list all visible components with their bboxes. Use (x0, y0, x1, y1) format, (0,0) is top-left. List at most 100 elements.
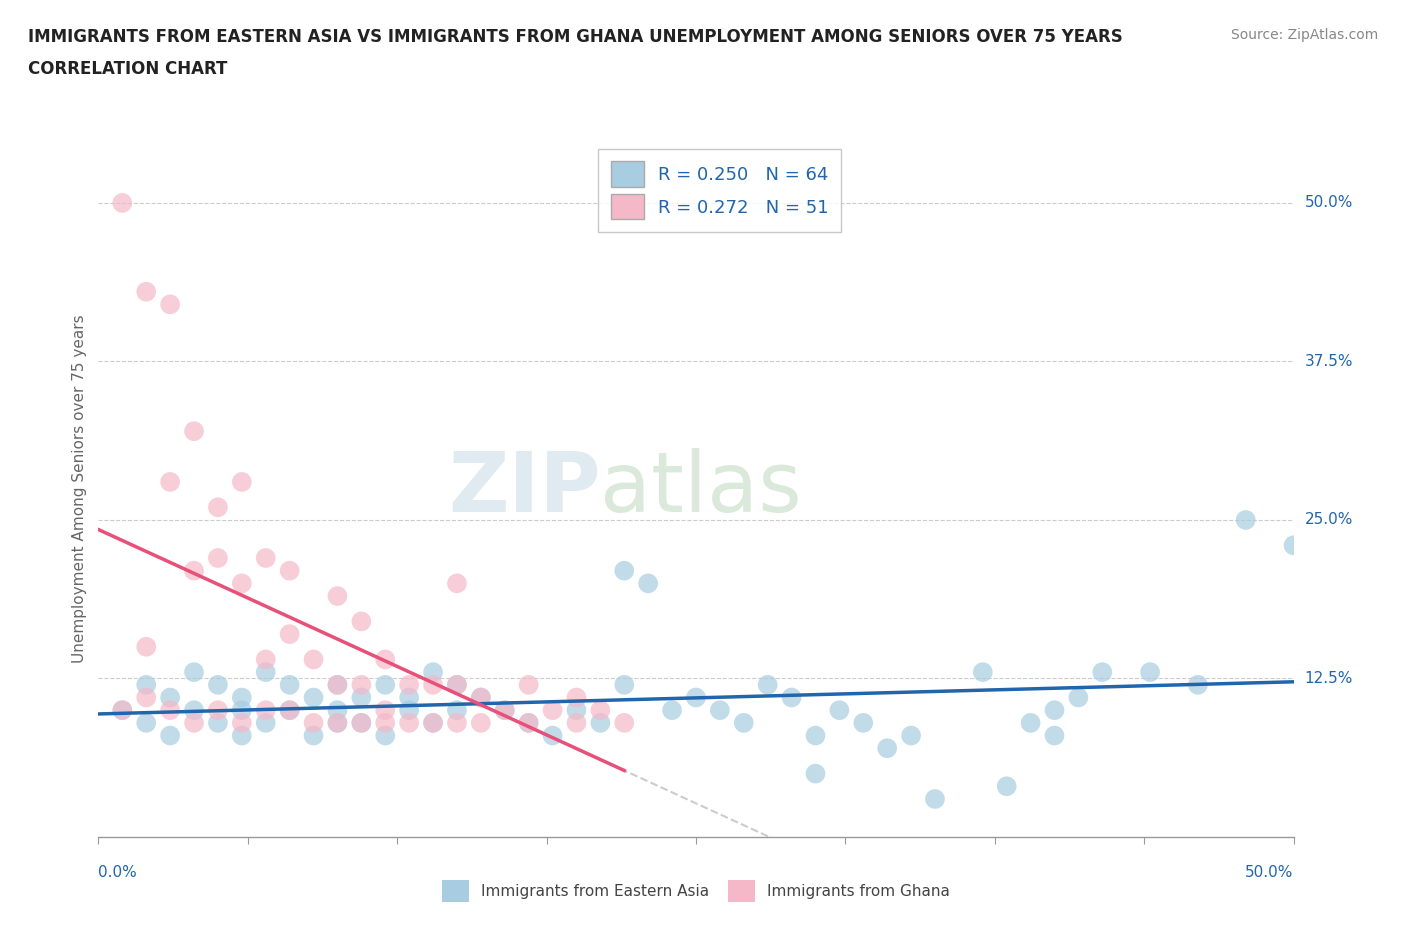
Point (135, 677, 157, 692)
Point (302, 652, 325, 667)
Point (350, 715, 373, 730)
Point (254, 715, 277, 730)
Point (326, 677, 349, 692)
Point (1139, 665, 1161, 680)
Point (446, 576, 468, 591)
Text: Source: ZipAtlas.com: Source: ZipAtlas.com (1230, 28, 1378, 42)
Point (422, 665, 444, 680)
Point (254, 703, 277, 718)
Point (278, 564, 301, 578)
Point (470, 690, 492, 705)
Point (398, 715, 420, 730)
Point (326, 715, 349, 730)
Point (924, 791, 946, 806)
Point (254, 652, 277, 667)
Point (1282, 538, 1305, 552)
Point (254, 665, 277, 680)
Point (422, 677, 444, 692)
Point (207, 715, 229, 730)
Point (374, 652, 396, 667)
Text: 12.5%: 12.5% (1305, 671, 1353, 686)
Point (326, 677, 349, 692)
Point (374, 677, 396, 692)
Point (135, 639, 157, 654)
Point (159, 297, 181, 312)
Point (972, 665, 994, 680)
Point (183, 665, 205, 680)
Point (685, 690, 707, 705)
Point (446, 677, 468, 692)
Point (541, 728, 564, 743)
Point (398, 690, 420, 705)
Point (302, 728, 325, 743)
Point (231, 703, 253, 718)
Point (422, 715, 444, 730)
Point (804, 766, 827, 781)
Point (613, 564, 636, 578)
Point (637, 576, 659, 591)
Point (254, 551, 277, 565)
Point (709, 703, 731, 718)
Text: 37.5%: 37.5% (1305, 354, 1353, 369)
Point (350, 614, 373, 629)
Point (374, 728, 396, 743)
Point (111, 195, 134, 210)
Point (852, 715, 875, 730)
Point (541, 703, 564, 718)
Point (804, 728, 827, 743)
Point (111, 703, 134, 718)
Point (494, 703, 516, 718)
Point (589, 703, 612, 718)
Point (756, 677, 779, 692)
Legend: Immigrants from Eastern Asia, Immigrants from Ghana: Immigrants from Eastern Asia, Immigrants… (434, 872, 957, 910)
Point (183, 424, 205, 439)
Point (661, 703, 683, 718)
Point (111, 703, 134, 718)
Point (231, 474, 253, 489)
Point (350, 715, 373, 730)
Point (207, 499, 229, 514)
Point (470, 715, 492, 730)
Point (589, 715, 612, 730)
Point (326, 715, 349, 730)
Point (517, 677, 540, 692)
Point (326, 589, 349, 604)
Y-axis label: Unemployment Among Seniors over 75 years: Unemployment Among Seniors over 75 years (72, 314, 87, 662)
Text: atlas: atlas (600, 447, 801, 529)
Point (1043, 728, 1066, 743)
Point (350, 690, 373, 705)
Text: IMMIGRANTS FROM EASTERN ASIA VS IMMIGRANTS FROM GHANA UNEMPLOYMENT AMONG SENIORS: IMMIGRANTS FROM EASTERN ASIA VS IMMIGRAN… (28, 28, 1123, 46)
Point (159, 474, 181, 489)
Point (446, 677, 468, 692)
Point (207, 551, 229, 565)
Text: ZIP: ZIP (449, 447, 600, 529)
Point (900, 728, 922, 743)
Point (422, 715, 444, 730)
Point (326, 703, 349, 718)
Point (398, 703, 420, 718)
Point (135, 285, 157, 299)
Point (446, 703, 468, 718)
Point (231, 690, 253, 705)
Point (374, 703, 396, 718)
Point (302, 690, 325, 705)
Point (1234, 512, 1257, 527)
Text: 0.0%: 0.0% (98, 865, 138, 880)
Point (565, 703, 588, 718)
Point (302, 715, 325, 730)
Point (494, 703, 516, 718)
Point (828, 703, 851, 718)
Point (1043, 703, 1066, 718)
Point (470, 690, 492, 705)
Point (1187, 677, 1209, 692)
Point (183, 715, 205, 730)
Text: 25.0%: 25.0% (1305, 512, 1353, 527)
Point (995, 778, 1018, 793)
Point (159, 703, 181, 718)
Point (278, 627, 301, 642)
Point (1067, 690, 1090, 705)
Text: 50.0%: 50.0% (1305, 195, 1353, 210)
Point (159, 690, 181, 705)
Point (278, 703, 301, 718)
Point (231, 728, 253, 743)
